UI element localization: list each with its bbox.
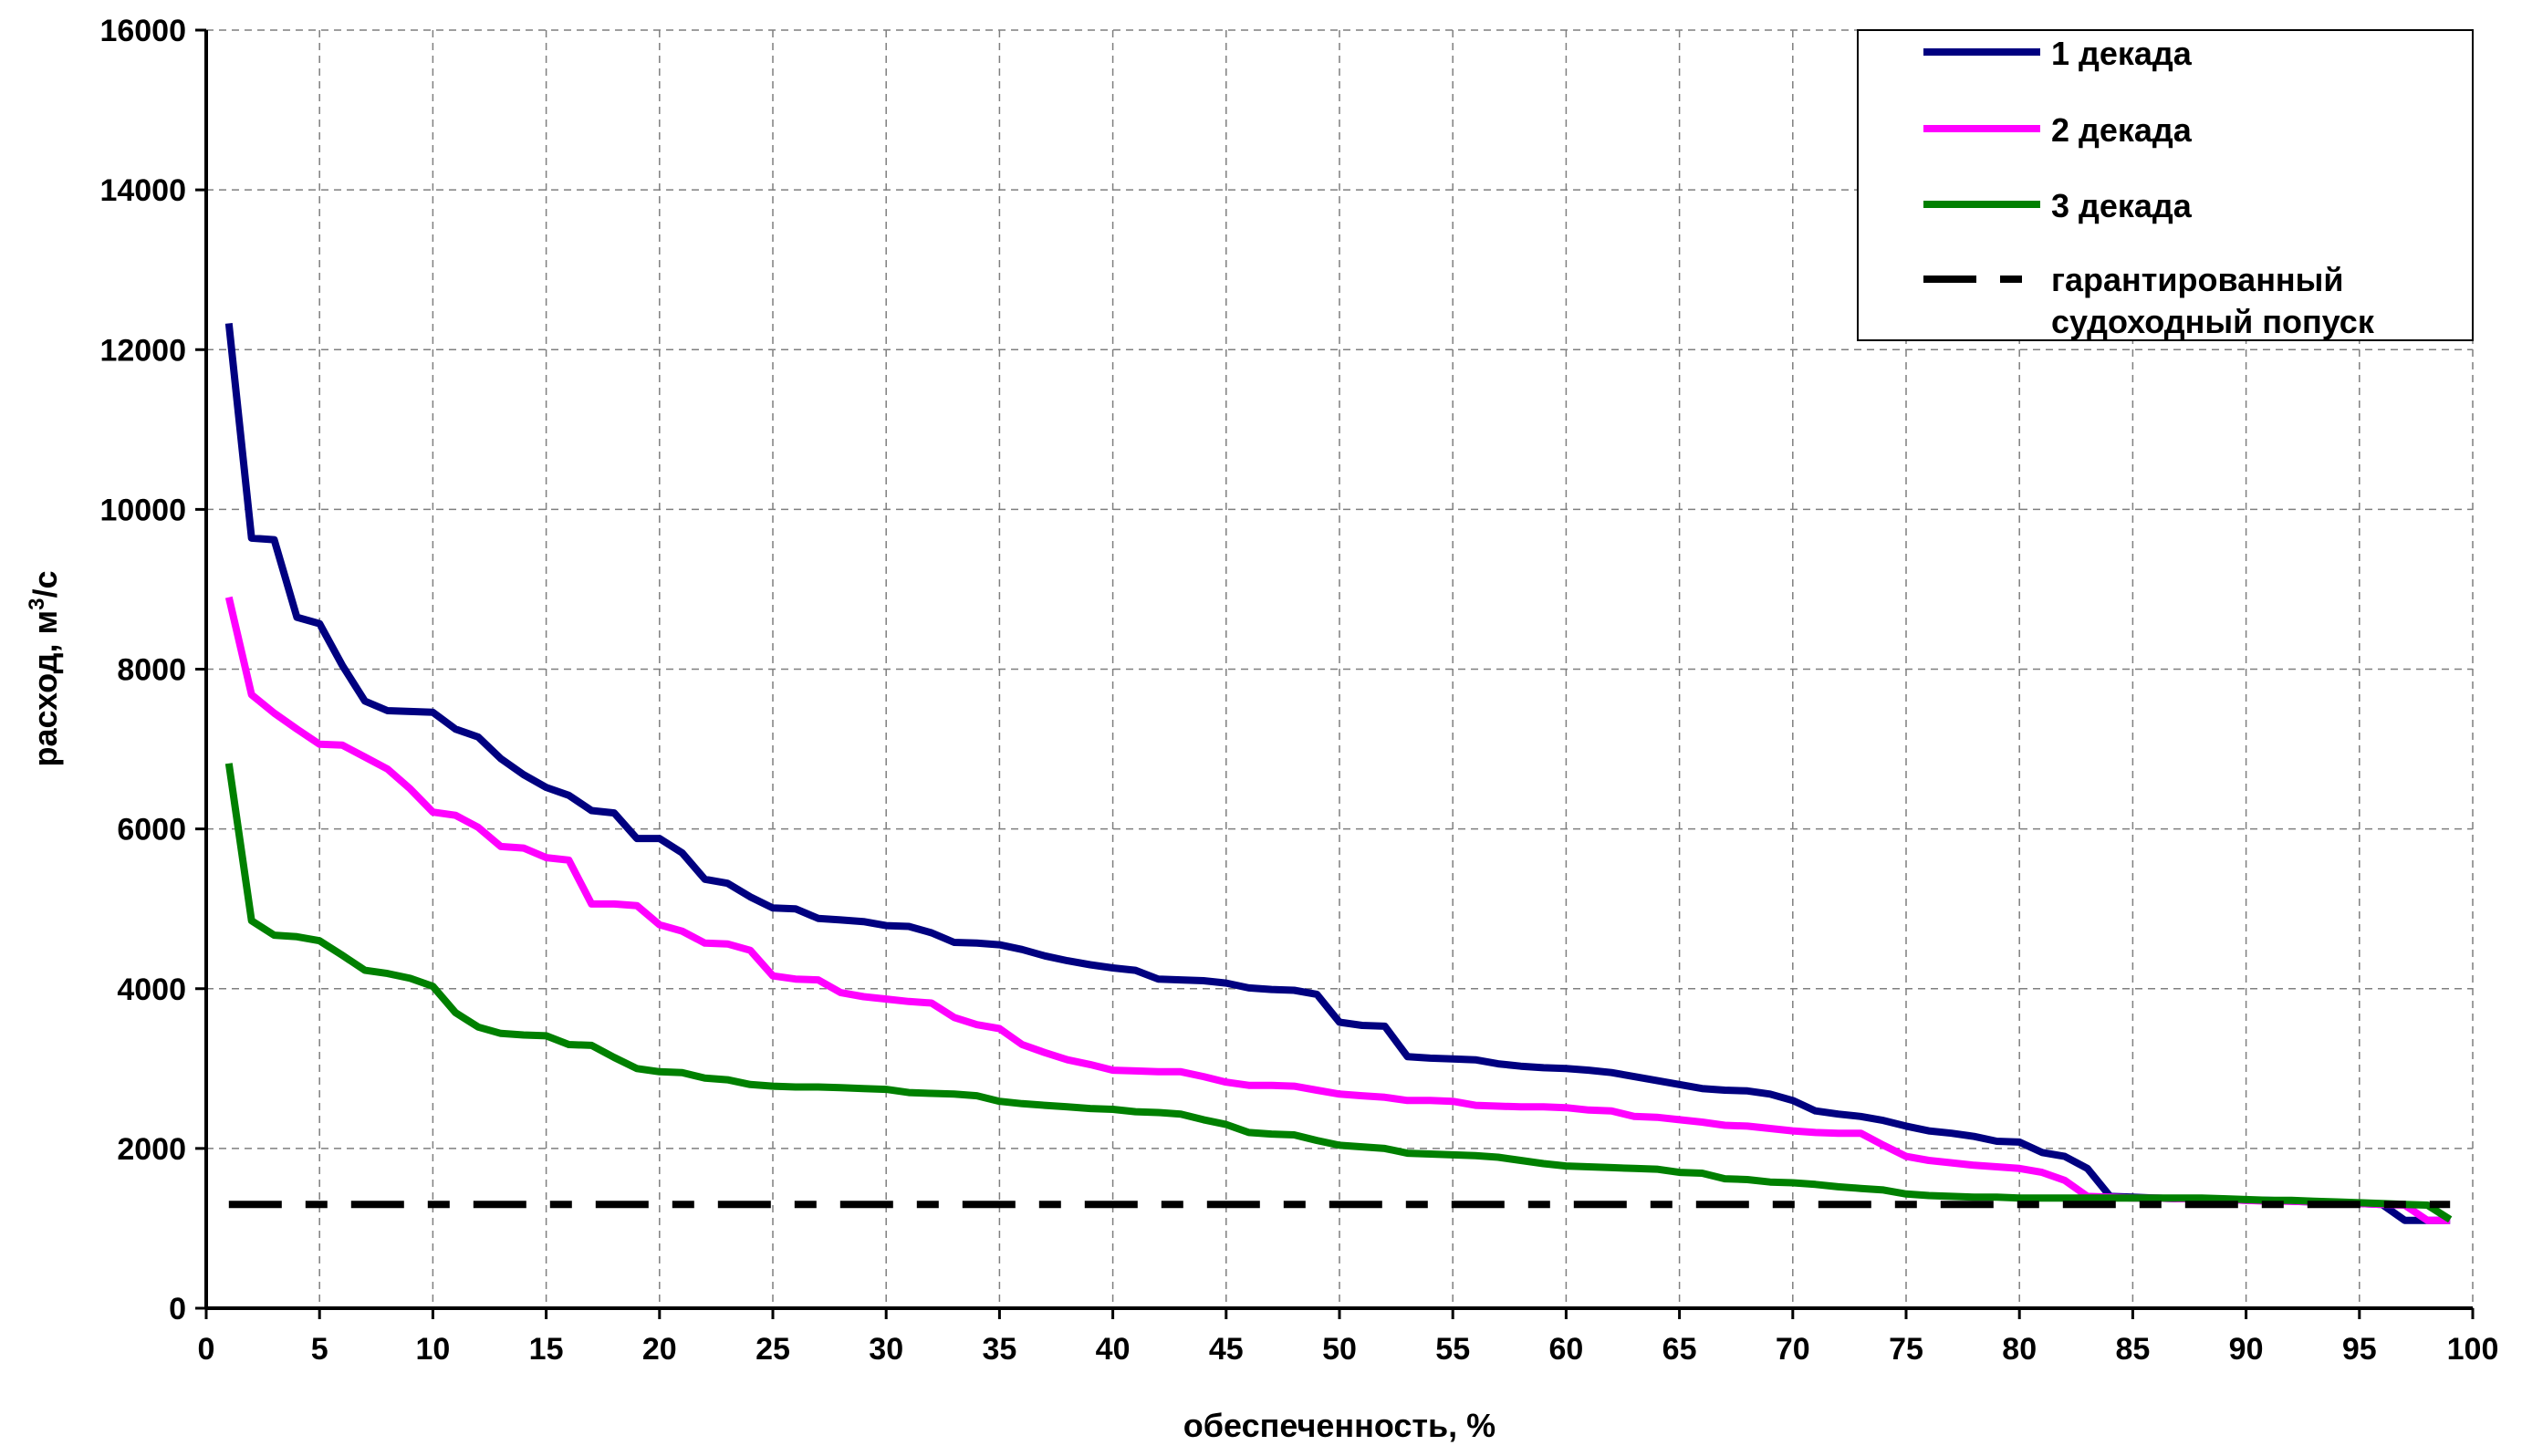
x-tick-label: 50 <box>1322 1332 1357 1367</box>
y-axis-title-main: расход, м <box>26 610 64 767</box>
y-axis-title-tail: /с <box>26 570 64 598</box>
x-tick-label: 55 <box>1435 1332 1470 1367</box>
y-tick-label: 10000 <box>99 493 186 527</box>
x-tick-label: 45 <box>1209 1332 1244 1367</box>
legend-label-3: 3 декада <box>2051 187 2193 224</box>
y-tick-label: 6000 <box>117 813 186 848</box>
series-line-3 <box>224 763 2453 1223</box>
y-tick-label: 14000 <box>99 173 186 208</box>
x-tick-label: 20 <box>642 1332 677 1367</box>
legend-label-1: 1 декада <box>2051 35 2193 72</box>
legend-box <box>1857 29 2474 341</box>
y-tick-label: 16000 <box>99 14 186 48</box>
x-tick-label: 95 <box>2342 1332 2377 1367</box>
x-tick-label: 85 <box>2115 1332 2150 1367</box>
x-tick-label: 90 <box>2229 1332 2264 1367</box>
x-tick-label: 40 <box>1096 1332 1131 1367</box>
legend-label-4-line-2: судоходный попуск <box>2051 303 2375 340</box>
x-tick-label: 70 <box>1776 1332 1810 1367</box>
x-tick-label: 0 <box>198 1332 215 1367</box>
x-tick-label: 60 <box>1548 1332 1583 1367</box>
y-axis-title: расход, м3/с <box>25 570 64 766</box>
legend: 1 декада 2 декада 3 декада гарантированн… <box>1857 29 2474 341</box>
x-axis-title: обеспеченность, % <box>1183 1407 1495 1444</box>
series-line-2 <box>224 596 2451 1224</box>
series-line-1 <box>224 322 2451 1224</box>
series-layer <box>224 322 2453 1224</box>
x-tick-label: 5 <box>311 1332 328 1367</box>
gridlines <box>206 29 2474 1308</box>
x-tick-label: 15 <box>529 1332 564 1367</box>
x-tick-label: 100 <box>2447 1332 2499 1367</box>
tick-labels: 0 5 10 15 20 25 30 35 40 45 50 55 60 65 70 75 80 85 90 95 10… <box>99 14 2498 1367</box>
x-tick-label: 75 <box>1889 1332 1923 1367</box>
y-axis-title-sup: 3 <box>25 598 49 609</box>
x-tick-label: 30 <box>869 1332 903 1367</box>
x-tick-label: 80 <box>2002 1332 2037 1367</box>
x-tick-label: 35 <box>982 1332 1016 1367</box>
x-tick-label: 25 <box>756 1332 790 1367</box>
y-tick-label: 2000 <box>117 1132 186 1167</box>
x-tick-label: 10 <box>415 1332 450 1367</box>
legend-label-2: 2 декада <box>2051 111 2193 149</box>
legend-label-4-line-1: гарантированный <box>2051 261 2344 298</box>
x-tick-label: 65 <box>1662 1332 1697 1367</box>
y-tick-label: 4000 <box>117 972 186 1007</box>
y-tick-label: 12000 <box>99 333 186 368</box>
y-tick-label: 8000 <box>117 653 186 688</box>
y-tick-label: 0 <box>169 1292 186 1326</box>
